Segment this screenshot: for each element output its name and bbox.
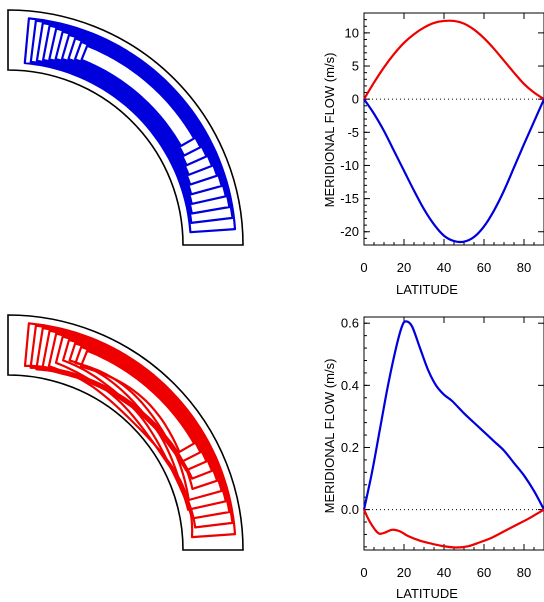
x-tick-label: 20 bbox=[397, 260, 411, 275]
plot-frame bbox=[363, 12, 544, 246]
top-meridional-flow-chart: MERIDIONAL FLOW (m/s) LATITUDE 0 20 40 60 80… bbox=[322, 12, 544, 297]
y-tick-label: 0.4 bbox=[341, 378, 359, 393]
x-tick-label: 80 bbox=[517, 565, 531, 580]
domain-outline bbox=[7, 314, 244, 551]
x-tick-label: 60 bbox=[477, 565, 491, 580]
streamline bbox=[35, 22, 231, 215]
series-line-1 bbox=[363, 98, 544, 244]
y-tick-label: 0.0 bbox=[341, 502, 359, 517]
x-axis-title: LATITUDE bbox=[396, 586, 458, 601]
streamline bbox=[23, 17, 237, 234]
y-axis-title: MERIDIONAL FLOW (m/s) bbox=[322, 359, 337, 514]
y-tick-label: 0.2 bbox=[341, 440, 359, 455]
series-line-0 bbox=[363, 19, 544, 101]
streamline bbox=[47, 332, 223, 502]
streamline bbox=[60, 33, 214, 176]
streamline bbox=[29, 324, 234, 529]
streamline bbox=[41, 329, 227, 511]
streamline bbox=[29, 19, 234, 224]
y-axis-title: MERIDIONAL FLOW (m/s) bbox=[322, 53, 337, 208]
plot-frame bbox=[363, 316, 544, 551]
streamline bbox=[23, 322, 237, 539]
streamline bbox=[79, 349, 196, 453]
x-tick-label: 80 bbox=[517, 260, 531, 275]
y-tick-label: -20 bbox=[340, 224, 359, 239]
streamline bbox=[73, 40, 202, 157]
streamline bbox=[74, 345, 202, 464]
bottom-meridional-flow-chart: MERIDIONAL FLOW (m/s) LATITUDE 0 20 40 60 80… bbox=[322, 316, 544, 601]
bottom-streamline-panel bbox=[7, 314, 244, 551]
streamline bbox=[67, 37, 208, 167]
y-tick-label: 0 bbox=[352, 92, 359, 107]
streamline bbox=[48, 27, 223, 196]
top-streamline-panel bbox=[7, 9, 244, 246]
y-tick-label: -15 bbox=[340, 191, 359, 206]
streamline bbox=[35, 327, 231, 520]
x-tick-label: 0 bbox=[360, 260, 367, 275]
streamline bbox=[80, 44, 196, 148]
series-line-0 bbox=[362, 320, 544, 511]
y-tick-label: 0.6 bbox=[341, 316, 359, 331]
x-tick-label: 40 bbox=[437, 565, 451, 580]
streamline bbox=[42, 24, 227, 205]
y-tick-label: -10 bbox=[340, 158, 359, 173]
x-tick-label: 0 bbox=[360, 565, 367, 580]
x-axis-title: LATITUDE bbox=[396, 282, 458, 297]
y-tick-label: 10 bbox=[345, 25, 359, 40]
y-tick-label: 5 bbox=[352, 59, 359, 74]
y-tick-label: -5 bbox=[347, 125, 359, 140]
x-tick-label: 20 bbox=[397, 565, 411, 580]
x-tick-label: 40 bbox=[437, 260, 451, 275]
x-tick-label: 60 bbox=[477, 260, 491, 275]
streamline bbox=[68, 342, 208, 472]
series-line-1 bbox=[363, 508, 544, 549]
streamline bbox=[54, 30, 219, 186]
domain-outline bbox=[7, 9, 244, 246]
